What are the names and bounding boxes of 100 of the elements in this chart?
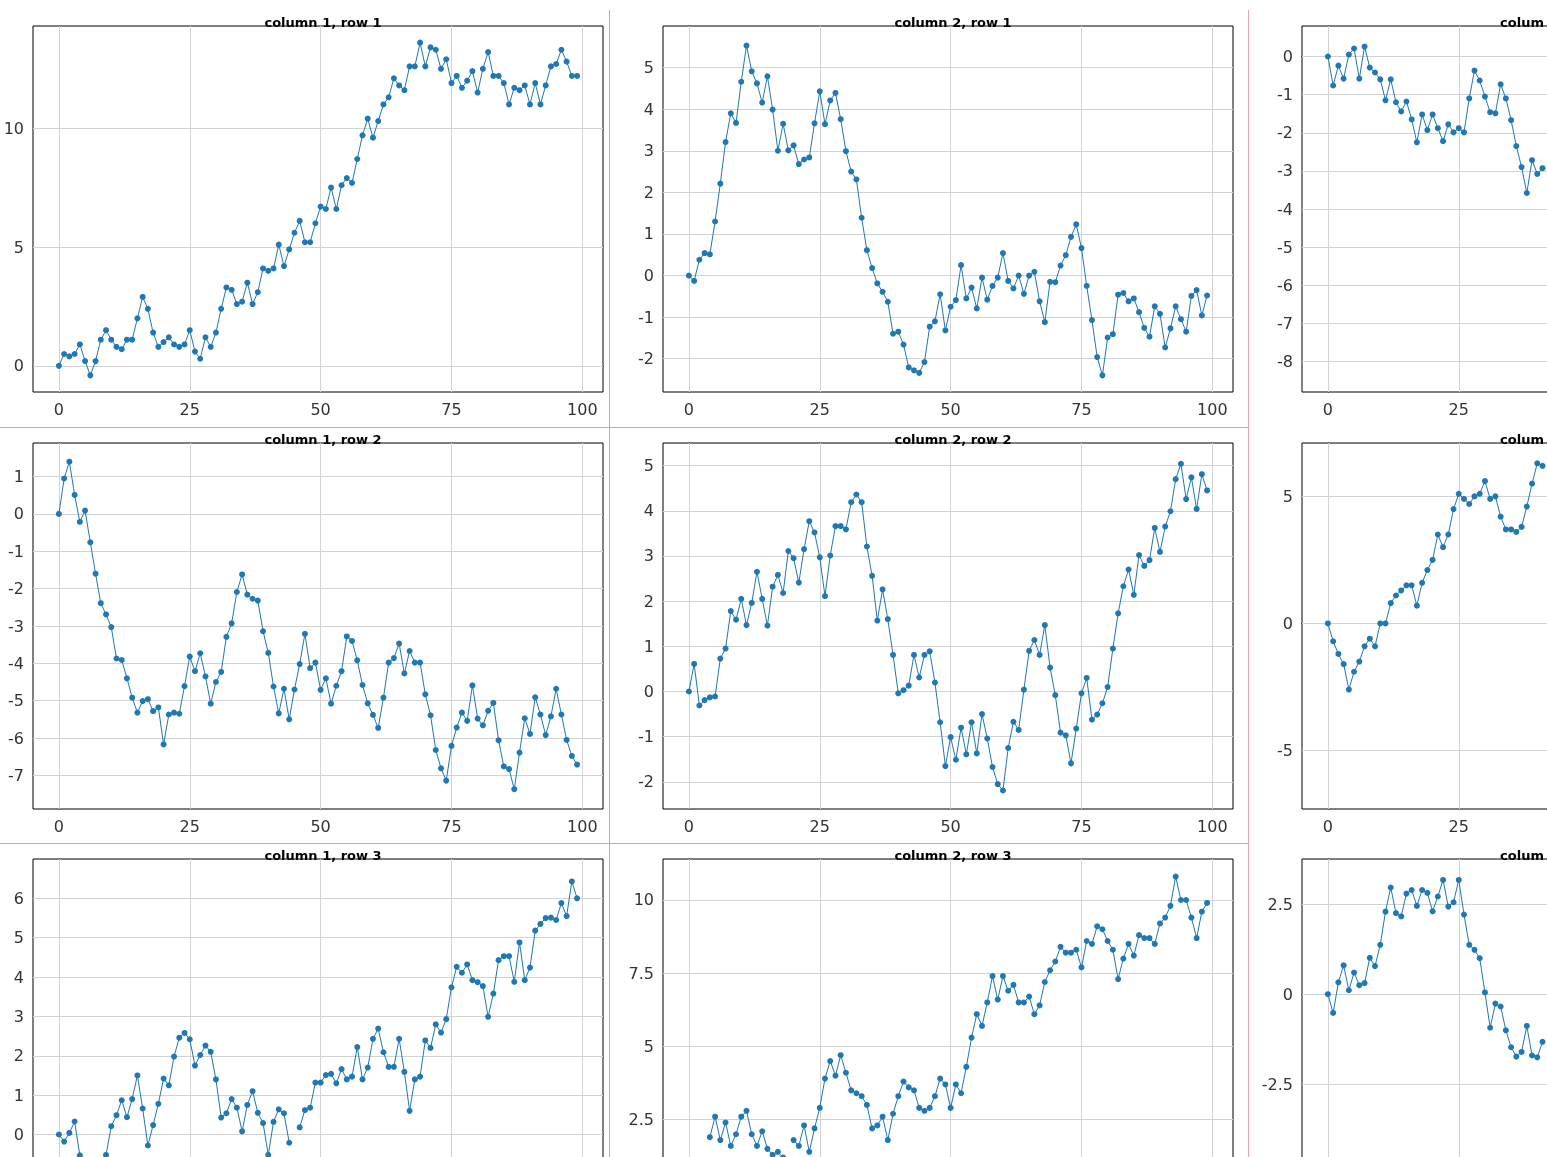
y-tick-label: 2.5 xyxy=(1267,894,1293,914)
point xyxy=(1398,587,1405,594)
point xyxy=(1518,1048,1525,1055)
point xyxy=(1413,139,1420,146)
y-tick-label: -3 xyxy=(8,616,24,636)
x-tick-label: 100 xyxy=(567,399,598,419)
point xyxy=(1497,81,1504,88)
point xyxy=(1340,75,1347,82)
y-tick-label: 4 xyxy=(643,501,654,521)
point xyxy=(1366,64,1373,71)
y-tick-label: -1 xyxy=(1277,85,1293,105)
y-tick-label: -1 xyxy=(8,541,24,561)
y-tick-label: -7 xyxy=(8,765,24,785)
point xyxy=(1508,526,1515,533)
point xyxy=(1351,969,1358,976)
y-tick-label: -5 xyxy=(1277,741,1293,761)
point xyxy=(1356,982,1363,989)
point xyxy=(1429,111,1436,118)
point xyxy=(1434,893,1441,900)
chart-title: column 2, row 1 xyxy=(894,15,1012,30)
point xyxy=(1523,1022,1530,1029)
point xyxy=(1476,490,1483,497)
chart-title: colum xyxy=(1500,848,1544,863)
point xyxy=(1351,668,1358,675)
point xyxy=(1471,493,1478,500)
y-tick-label: 3 xyxy=(643,141,654,161)
y-tick-label: 1 xyxy=(13,1085,24,1105)
point xyxy=(1345,686,1352,693)
point xyxy=(1492,1000,1499,1007)
x-tick-label: 50 xyxy=(940,399,961,419)
point xyxy=(1534,1054,1541,1061)
point xyxy=(1408,582,1415,589)
point xyxy=(1408,887,1415,894)
y-tick-label: -6 xyxy=(8,728,24,748)
y-tick-label: 4 xyxy=(643,99,654,119)
point xyxy=(1518,523,1525,530)
point xyxy=(1466,501,1473,507)
y-tick-label: -2 xyxy=(1277,123,1293,143)
point xyxy=(1440,876,1447,883)
point xyxy=(1445,903,1452,910)
point xyxy=(1492,493,1499,500)
point xyxy=(1361,43,1368,50)
point xyxy=(1366,635,1373,642)
point xyxy=(1487,109,1494,116)
point xyxy=(1351,45,1358,52)
point xyxy=(1335,62,1342,69)
x-tick-label: 100 xyxy=(567,816,598,836)
point xyxy=(1398,108,1405,115)
point xyxy=(1523,503,1530,510)
point xyxy=(1445,121,1452,128)
y-tick-label: 5 xyxy=(643,58,654,78)
point xyxy=(1513,1053,1520,1060)
point xyxy=(1455,125,1462,132)
point xyxy=(1419,111,1426,118)
point xyxy=(1361,980,1368,987)
point xyxy=(1403,890,1410,897)
y-tick-label: 1 xyxy=(643,224,654,244)
y-tick-label: 2 xyxy=(643,182,654,202)
y-tick-label: 0 xyxy=(643,266,654,286)
point xyxy=(1523,189,1530,196)
point xyxy=(1539,462,1546,469)
point xyxy=(1398,913,1405,920)
point xyxy=(1366,954,1373,961)
x-tick-label: 50 xyxy=(310,399,331,419)
point xyxy=(1429,556,1436,563)
x-tick-label: 100 xyxy=(1197,399,1228,419)
point xyxy=(1403,582,1410,589)
x-tick-label: 25 xyxy=(1448,816,1469,836)
point xyxy=(1424,889,1431,896)
point xyxy=(1356,658,1363,665)
point xyxy=(1450,899,1457,906)
y-tick-label: 10 xyxy=(633,890,654,910)
point xyxy=(1387,76,1394,83)
point xyxy=(1340,962,1347,969)
point xyxy=(1361,643,1368,650)
point xyxy=(1534,170,1541,177)
point xyxy=(1408,116,1415,123)
chart-title: column 2, row 3 xyxy=(894,848,1012,863)
point xyxy=(1461,129,1467,136)
x-tick-label: 75 xyxy=(441,816,462,836)
point xyxy=(1392,910,1399,917)
x-tick-label: 0 xyxy=(683,816,694,836)
point xyxy=(1387,600,1394,607)
point xyxy=(1330,638,1337,645)
point xyxy=(1335,650,1342,657)
x-tick-label: 0 xyxy=(1322,399,1333,419)
point xyxy=(1434,125,1441,132)
point xyxy=(1345,987,1352,994)
point xyxy=(1335,979,1342,986)
point xyxy=(1497,1003,1504,1010)
y-tick-label: 6 xyxy=(13,888,24,908)
y-tick-label: 3 xyxy=(643,546,654,566)
point xyxy=(1497,513,1504,520)
point xyxy=(1461,495,1467,502)
point xyxy=(1487,495,1494,502)
y-tick-label: 5 xyxy=(643,1036,654,1056)
point xyxy=(1508,1044,1515,1051)
y-tick-label: 7.5 xyxy=(628,963,654,983)
y-tick-label: -4 xyxy=(8,653,24,673)
x-tick-label: 0 xyxy=(1322,816,1333,836)
